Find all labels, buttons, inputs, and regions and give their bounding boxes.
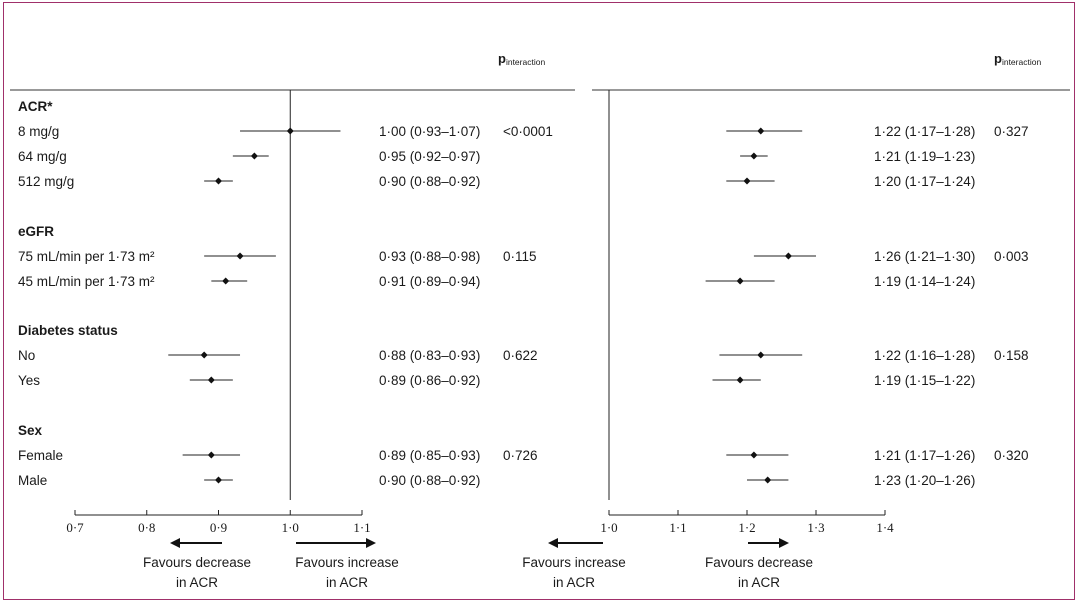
favours-right-label: Favours increase (295, 555, 399, 570)
hr-ci-value: 1·22 (1·17–1·28) (874, 124, 975, 139)
group-label: ACR* (18, 99, 53, 114)
point-estimate (757, 351, 765, 359)
point-estimate (736, 277, 744, 285)
point-estimate (757, 127, 765, 135)
favours-left-label: in ACR (553, 575, 595, 590)
x-tick-label: 0·8 (138, 520, 155, 535)
p-interaction-header: pinteraction (498, 51, 545, 67)
hr-ci-value: 1·00 (0·93–1·07) (379, 124, 480, 139)
row-label: 45 mL/min per 1·73 m² (18, 274, 155, 289)
hr-ci-value: 0·93 (0·88–0·98) (379, 249, 480, 264)
p-interaction-value: 0·158 (994, 348, 1029, 363)
favours-arrow-head (548, 538, 558, 548)
row-label: Male (18, 473, 47, 488)
favours-right-label: Favours decrease (705, 555, 813, 570)
x-tick-label: 1·1 (353, 520, 370, 535)
row-label: Female (18, 448, 63, 463)
hr-ci-value: 1·22 (1·16–1·28) (874, 348, 975, 363)
point-estimate (207, 376, 215, 384)
row-label: 64 mg/g (18, 149, 67, 164)
p-interaction-value: 0·622 (503, 348, 538, 363)
row-label: Yes (18, 373, 40, 388)
point-estimate (286, 127, 294, 135)
p-subscript: interaction (506, 57, 545, 67)
row-label: 8 mg/g (18, 124, 59, 139)
hr-ci-value: 0·95 (0·92–0·97) (379, 149, 480, 164)
x-tick-label: 0·9 (210, 520, 227, 535)
point-estimate (207, 451, 215, 459)
favours-right-label: in ACR (326, 575, 368, 590)
p-interaction-value: 0·726 (503, 448, 538, 463)
x-tick-label: 0·7 (66, 520, 84, 535)
hr-ci-value: 0·89 (0·85–0·93) (379, 448, 480, 463)
hr-ci-value: 1·20 (1·17–1·24) (874, 174, 975, 189)
point-estimate (250, 152, 258, 160)
p-interaction-value: 0·320 (994, 448, 1029, 463)
p-interaction-value: 0·115 (503, 249, 537, 264)
point-estimate (236, 252, 244, 260)
row-label: No (18, 348, 35, 363)
group-label: eGFR (18, 224, 54, 239)
hr-ci-value: 1·19 (1·14–1·24) (874, 274, 975, 289)
point-estimate (764, 476, 772, 484)
hr-ci-value: 0·90 (0·88–0·92) (379, 174, 480, 189)
hr-ci-value: 0·90 (0·88–0·92) (379, 473, 480, 488)
p-subscript: interaction (1002, 57, 1041, 67)
x-tick-label: 1·0 (282, 520, 299, 535)
p-symbol: p (994, 51, 1002, 66)
row-label: 512 mg/g (18, 174, 74, 189)
favours-left-label: Favours decrease (143, 555, 251, 570)
hr-ci-value: 1·26 (1·21–1·30) (874, 249, 975, 264)
favours-left-label: in ACR (176, 575, 218, 590)
x-tick-label: 1·4 (876, 520, 894, 535)
hr-ci-value: 1·19 (1·15–1·22) (874, 373, 975, 388)
hr-ci-value: 1·21 (1·17–1·26) (874, 448, 975, 463)
x-tick-label: 1·2 (738, 520, 755, 535)
point-estimate (215, 177, 222, 185)
p-interaction-header: pinteraction (994, 51, 1041, 67)
p-symbol: p (498, 51, 506, 66)
point-estimate (736, 376, 744, 384)
favours-right-label: in ACR (738, 575, 780, 590)
hr-ci-value: 1·23 (1·20–1·26) (874, 473, 975, 488)
favours-arrow-head (366, 538, 376, 548)
favours-arrow-head (170, 538, 180, 548)
point-estimate (750, 152, 758, 160)
point-estimate (222, 277, 230, 285)
p-interaction-value: <0·0001 (503, 124, 553, 139)
hr-ci-value: 0·89 (0·86–0·92) (379, 373, 480, 388)
figure-frame (3, 2, 1075, 600)
group-label: Sex (18, 423, 43, 438)
favours-arrow-head (779, 538, 789, 548)
p-interaction-value: 0·327 (994, 124, 1029, 139)
favours-left-label: Favours increase (522, 555, 626, 570)
point-estimate (750, 451, 758, 459)
p-interaction-value: 0·003 (994, 249, 1029, 264)
row-label: 75 mL/min per 1·73 m² (18, 249, 155, 264)
point-estimate (784, 252, 792, 260)
group-label: Diabetes status (18, 323, 118, 338)
x-tick-label: 1·1 (669, 520, 686, 535)
point-estimate (743, 177, 751, 185)
x-tick-label: 1·3 (807, 520, 824, 535)
point-estimate (215, 476, 222, 484)
hr-ci-value: 0·88 (0·83–0·93) (379, 348, 480, 363)
hr-ci-value: 1·21 (1·19–1·23) (874, 149, 975, 164)
hr-ci-value: 0·91 (0·89–0·94) (379, 274, 480, 289)
x-tick-label: 1·0 (600, 520, 617, 535)
point-estimate (200, 351, 208, 359)
